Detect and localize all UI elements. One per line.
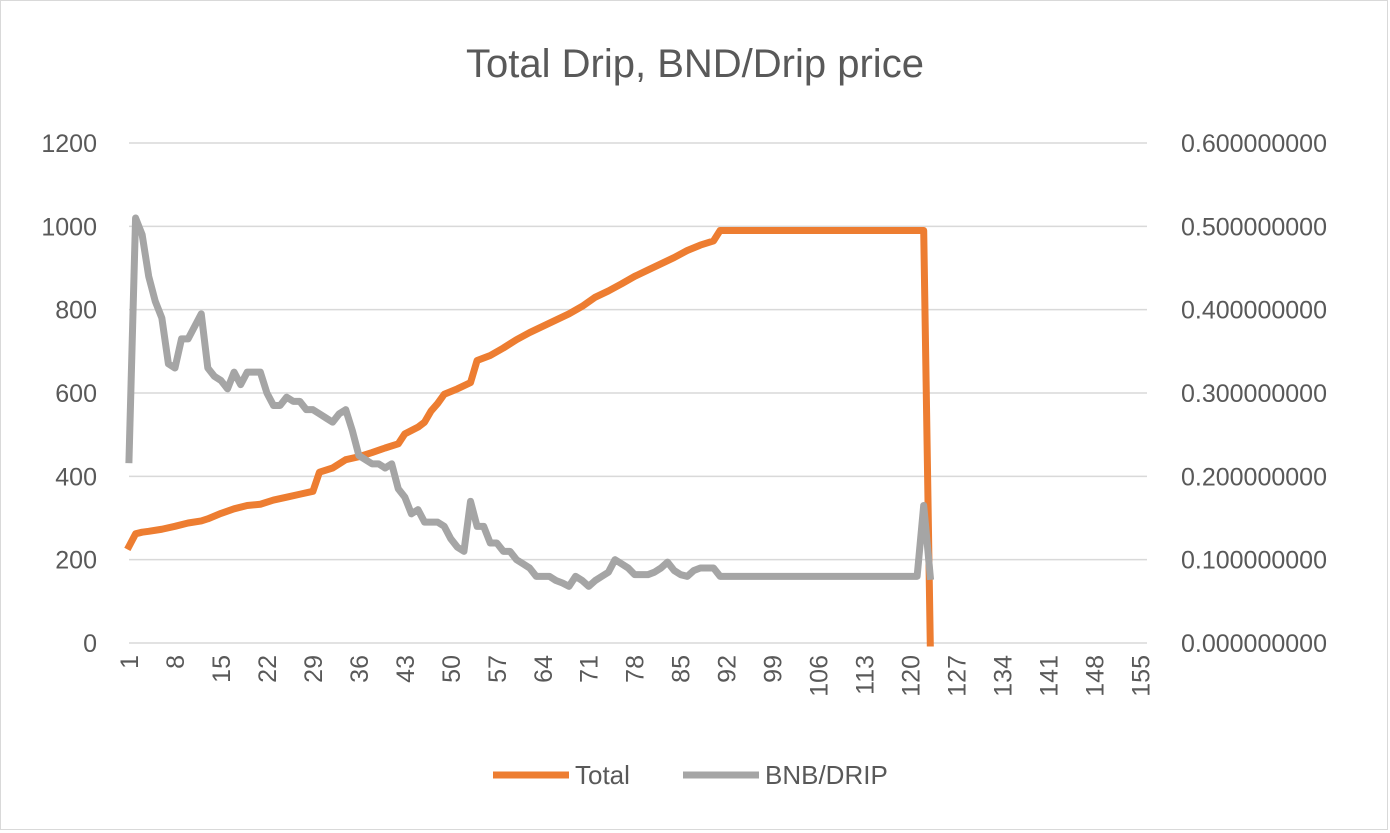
left-y-axis: 0 200 400 600 800 1000 1200	[41, 130, 97, 658]
legend-label-total: Total	[575, 760, 630, 790]
right-y-tick-label: 0.300000000	[1181, 380, 1327, 408]
x-tick-label: 64	[530, 655, 558, 683]
x-tick-label: 148	[1081, 655, 1109, 697]
x-tick-label: 36	[346, 655, 374, 683]
x-tick-label: 78	[622, 655, 650, 683]
right-y-tick-label: 0.600000000	[1181, 130, 1327, 158]
chart-title: Total Drip, BND/Drip price	[466, 42, 924, 86]
x-tick-label: 127	[944, 655, 972, 697]
x-tick-label: 141	[1035, 655, 1063, 697]
right-y-tick-label: 0.200000000	[1181, 463, 1327, 491]
x-tick-label: 57	[484, 655, 512, 683]
left-y-tick-label: 600	[55, 380, 97, 408]
x-tick-label: 71	[576, 655, 604, 683]
right-y-tick-label: 0.400000000	[1181, 297, 1327, 325]
x-tick-label: 134	[990, 655, 1018, 697]
left-y-tick-label: 0	[83, 630, 97, 658]
left-y-tick-label: 200	[55, 547, 97, 575]
series-line-total	[124, 227, 934, 647]
gridlines	[129, 142, 1147, 644]
legend-label-bnb-drip: BNB/DRIP	[765, 760, 888, 790]
left-y-tick-label: 1000	[41, 213, 97, 241]
right-y-tick-label: 0.100000000	[1181, 547, 1327, 575]
x-tick-label: 15	[208, 655, 236, 683]
x-tick-label: 106	[806, 655, 834, 697]
x-tick-label: 29	[300, 655, 328, 683]
x-tick-label: 43	[392, 655, 420, 683]
x-tick-label: 8	[162, 655, 190, 669]
x-tick-label: 22	[254, 655, 282, 683]
x-tick-label: 1	[116, 655, 144, 669]
x-tick-label: 99	[760, 655, 788, 683]
x-tick-label: 155	[1127, 655, 1155, 697]
x-tick-label: 92	[714, 655, 742, 683]
right-y-axis: 0.000000000 0.100000000 0.200000000 0.30000…	[1181, 130, 1327, 658]
left-y-tick-label: 1200	[41, 130, 97, 158]
right-y-tick-label: 0.500000000	[1181, 213, 1327, 241]
x-tick-label: 50	[438, 655, 466, 683]
right-y-tick-label: 0.000000000	[1181, 630, 1327, 658]
series-layer	[124, 214, 935, 647]
x-tick-label: 113	[852, 655, 880, 695]
left-y-tick-label: 400	[55, 463, 97, 491]
x-tick-label: 85	[668, 655, 696, 683]
left-y-tick-label: 800	[55, 297, 97, 325]
series-line-bnb-drip	[125, 214, 935, 590]
x-axis: 1 8 15 22 29 36 43 50 57 64 71 78 85 92 99 106 113 120 127…	[116, 655, 1155, 697]
legend: Total BNB/DRIP	[493, 760, 888, 790]
x-tick-label: 120	[898, 655, 926, 697]
